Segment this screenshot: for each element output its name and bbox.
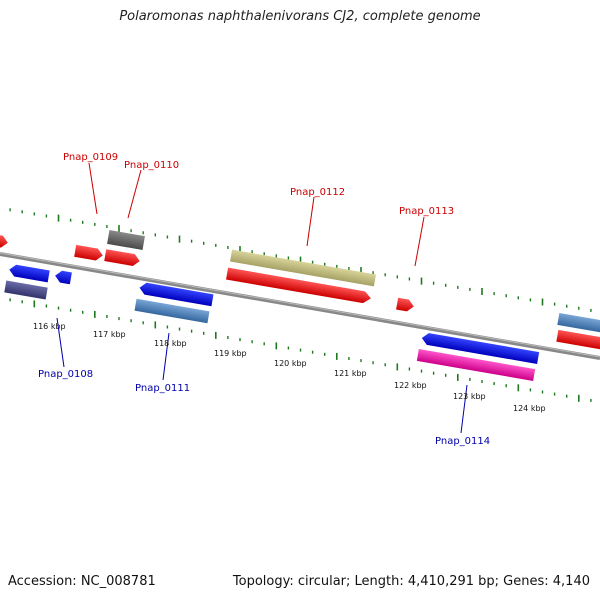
gene-arrow-pnap-0108b[interactable] xyxy=(54,270,72,285)
gene-box-pnap-0112[interactable] xyxy=(230,249,376,287)
gene-box-pnap-0108[interactable] xyxy=(4,280,48,300)
gene-box-pnap-0110[interactable] xyxy=(107,230,145,250)
gene-arrow-pnap-0114-blue[interactable] xyxy=(421,332,540,364)
gene-label-pnap-0109[interactable]: Pnap_0109 xyxy=(63,152,118,163)
genome-backbone-highlight xyxy=(0,252,600,358)
gene-arrow-pnap-0111[interactable] xyxy=(139,282,214,307)
lower-tick-track xyxy=(9,298,592,402)
genome-backbone xyxy=(0,252,600,360)
leader-pnap-0114 xyxy=(460,384,468,434)
gene-arrow-pnap-0108[interactable] xyxy=(8,264,50,283)
gene-arrow-edge-red[interactable] xyxy=(556,329,600,351)
gene-box-pnap-0111[interactable] xyxy=(134,298,210,324)
gene-arrow-pnap-0110[interactable] xyxy=(104,249,141,267)
leader-pnap-0113 xyxy=(414,216,425,267)
kbp-label: 119 kbp xyxy=(214,349,247,358)
genome-summary-text: Topology: circular; Length: 4,410,291 bp… xyxy=(232,574,590,589)
kbp-label: 122 kbp xyxy=(394,381,427,390)
gene-box-edge-steel[interactable] xyxy=(557,313,600,333)
kbp-label: 116 kbp xyxy=(33,322,66,331)
leader-pnap-0109 xyxy=(88,162,98,215)
genome-title: Polaromonas naphthalenivorans CJ2, compl… xyxy=(119,9,481,24)
accession-text: Accession: NC_008781 xyxy=(8,574,156,589)
gene-label-pnap-0113[interactable]: Pnap_0113 xyxy=(399,206,454,217)
gene-label-pnap-0108[interactable]: Pnap_0108 xyxy=(38,369,93,380)
kbp-label: 123 kbp xyxy=(453,392,486,401)
gene-arrow-forward-edge[interactable] xyxy=(0,233,9,248)
gene-arrow-pnap-0113[interactable] xyxy=(396,297,415,313)
leader-lines xyxy=(56,162,468,434)
leader-pnap-0111 xyxy=(162,332,170,381)
gene-box-pnap-0114[interactable] xyxy=(416,349,536,381)
leader-pnap-0108 xyxy=(56,317,65,368)
kbp-label: 120 kbp xyxy=(274,359,307,368)
gene-label-pnap-0110[interactable]: Pnap_0110 xyxy=(124,160,179,171)
gene-label-pnap-0114[interactable]: Pnap_0114 xyxy=(435,436,490,447)
kbp-label: 117 kbp xyxy=(93,330,126,339)
gene-arrow-pnap-0109[interactable] xyxy=(74,244,104,262)
kbp-label: 124 kbp xyxy=(513,404,546,413)
leader-pnap-0112 xyxy=(306,196,315,247)
gene-arrow-pnap-0112[interactable] xyxy=(226,267,372,305)
gene-label-pnap-0111[interactable]: Pnap_0111 xyxy=(135,383,190,394)
kbp-label: 118 kbp xyxy=(154,339,187,348)
gene-label-pnap-0112[interactable]: Pnap_0112 xyxy=(290,187,345,198)
kbp-label: 121 kbp xyxy=(334,369,367,378)
leader-pnap-0110 xyxy=(127,169,142,219)
upper-tick-track xyxy=(9,208,592,312)
